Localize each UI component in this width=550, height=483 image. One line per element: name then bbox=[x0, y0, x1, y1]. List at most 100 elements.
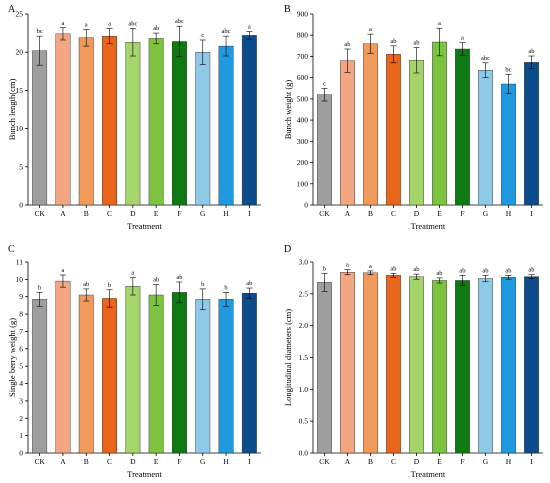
x-tick-label: F bbox=[177, 457, 181, 466]
x-tick-label: I bbox=[248, 209, 251, 218]
x-tick-label: H bbox=[223, 457, 229, 466]
y-tick-label: 400 bbox=[297, 116, 309, 125]
bar-d bbox=[125, 286, 141, 454]
significance-label: a bbox=[85, 21, 88, 28]
y-tick-label: 300 bbox=[297, 137, 309, 146]
y-tick-label: 0.5 bbox=[299, 417, 309, 426]
bar-b bbox=[78, 294, 94, 454]
x-tick-label: G bbox=[200, 457, 206, 466]
bar-f bbox=[455, 280, 470, 454]
panel-letter: D bbox=[284, 244, 291, 255]
x-tick-label: A bbox=[345, 209, 351, 218]
significance-label: abc bbox=[481, 55, 490, 62]
bar-d bbox=[125, 42, 141, 206]
significance-label: a bbox=[62, 267, 65, 274]
significance-label: bc bbox=[505, 66, 511, 73]
bar-g bbox=[195, 52, 211, 206]
y-tick-label: 8 bbox=[19, 310, 23, 319]
x-tick-label: CK bbox=[319, 457, 330, 466]
significance-label: ab bbox=[459, 267, 465, 274]
x-tick-label: F bbox=[460, 457, 464, 466]
significance-label: ab bbox=[436, 270, 442, 277]
bar-g bbox=[195, 299, 211, 454]
significance-label: abc bbox=[128, 21, 137, 28]
significance-label: a bbox=[248, 24, 251, 31]
bar-i bbox=[241, 35, 257, 206]
x-tick-label: B bbox=[368, 209, 373, 218]
y-axis-title: Single berry weight (g) bbox=[7, 318, 17, 397]
bar-e bbox=[432, 280, 447, 454]
y-tick-label: 5 bbox=[19, 362, 23, 371]
bar-ck bbox=[317, 94, 332, 206]
y-tick-label: 6 bbox=[19, 344, 23, 353]
y-tick-label: 9 bbox=[19, 292, 23, 301]
x-tick-label: D bbox=[130, 457, 136, 466]
significance-label: abc bbox=[175, 18, 184, 25]
panel-letter: A bbox=[8, 4, 16, 15]
bar-h bbox=[218, 45, 234, 206]
y-tick-label: 0 bbox=[304, 201, 308, 210]
y-tick-label: 100 bbox=[297, 179, 309, 188]
x-tick-label: C bbox=[107, 209, 112, 218]
bar-a bbox=[340, 271, 355, 454]
y-tick-label: 900 bbox=[297, 10, 309, 19]
chart-panel-d: D 0.0 0.5 1.0 1.5 2.0 2.5 3.0 b CK a Aa Bab Cab Dab Eab… bbox=[283, 244, 543, 479]
significance-label: b bbox=[224, 284, 227, 291]
bar-ck bbox=[32, 299, 48, 454]
x-tick-label: G bbox=[483, 209, 489, 218]
bar-ck bbox=[32, 50, 48, 206]
bar-c bbox=[102, 298, 117, 454]
bar-e bbox=[432, 41, 447, 206]
significance-label: abc bbox=[222, 28, 231, 35]
y-tick-label: 200 bbox=[297, 158, 309, 167]
y-tick-label: 15 bbox=[16, 86, 24, 95]
significance-label: b bbox=[323, 265, 326, 272]
significance-label: b bbox=[38, 284, 41, 291]
y-tick-label: 2 bbox=[19, 414, 23, 423]
bar-f bbox=[172, 292, 187, 454]
significance-label: a bbox=[346, 262, 349, 269]
bar-ck bbox=[317, 282, 332, 454]
y-tick-label: 2.0 bbox=[299, 321, 309, 330]
x-tick-label: G bbox=[200, 209, 206, 218]
y-axis-title: Bunch length(cm) bbox=[7, 79, 17, 141]
x-tick-label: D bbox=[130, 209, 136, 218]
y-tick-label: 1.0 bbox=[299, 385, 309, 394]
x-axis-title: Treatment bbox=[411, 469, 446, 479]
x-axis-title: Treatment bbox=[411, 221, 446, 231]
chart-panel-b: B 0 100 200 300 400 500 600 700 800 900 c CK ab Aa Bab C… bbox=[283, 4, 543, 231]
x-tick-label: CK bbox=[319, 209, 330, 218]
y-tick-label: 1 bbox=[19, 431, 23, 440]
bar-d bbox=[409, 60, 424, 206]
x-tick-label: D bbox=[414, 457, 420, 466]
bar-b bbox=[363, 43, 378, 206]
bar-c bbox=[386, 54, 401, 206]
y-tick-label: 3.0 bbox=[299, 258, 309, 267]
panel-letter: C bbox=[8, 244, 15, 255]
bar-h bbox=[218, 299, 234, 454]
significance-label: ab bbox=[528, 48, 534, 55]
y-tick-label: 11 bbox=[16, 258, 23, 267]
bar-b bbox=[78, 37, 94, 206]
bar-a bbox=[55, 33, 71, 206]
significance-label: ab bbox=[390, 265, 396, 272]
x-tick-label: I bbox=[248, 457, 251, 466]
significance-label: ab bbox=[83, 281, 89, 288]
panel-letter: B bbox=[284, 4, 291, 15]
x-tick-label: A bbox=[345, 457, 351, 466]
significance-label: a bbox=[438, 20, 441, 27]
significance-label: ab bbox=[413, 266, 419, 273]
x-tick-label: H bbox=[506, 457, 512, 466]
x-tick-label: D bbox=[414, 209, 420, 218]
significance-label: c bbox=[201, 32, 204, 39]
y-tick-label: 600 bbox=[297, 73, 309, 82]
bar-i bbox=[524, 62, 539, 206]
significance-label: ab bbox=[153, 277, 159, 284]
x-tick-label: G bbox=[483, 457, 489, 466]
y-tick-label: 1.5 bbox=[299, 353, 309, 362]
y-tick-label: 20 bbox=[16, 48, 24, 57]
bar-d bbox=[409, 276, 424, 454]
bar-i bbox=[241, 293, 257, 454]
significance-label: ab bbox=[176, 274, 182, 281]
